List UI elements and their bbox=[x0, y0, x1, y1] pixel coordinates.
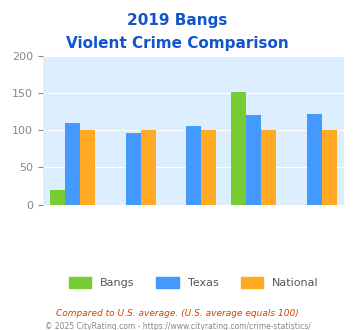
Bar bbox=[246, 115, 261, 205]
Bar bbox=[80, 130, 95, 205]
Bar bbox=[50, 190, 65, 205]
Legend: Bangs, Texas, National: Bangs, Texas, National bbox=[64, 273, 323, 293]
Text: Violent Crime Comparison: Violent Crime Comparison bbox=[66, 36, 289, 51]
Text: © 2025 CityRating.com - https://www.cityrating.com/crime-statistics/: © 2025 CityRating.com - https://www.city… bbox=[45, 322, 310, 330]
Bar bbox=[261, 130, 277, 205]
Text: Compared to U.S. average. (U.S. average equals 100): Compared to U.S. average. (U.S. average … bbox=[56, 309, 299, 317]
Bar bbox=[141, 130, 156, 205]
Text: 2019 Bangs: 2019 Bangs bbox=[127, 13, 228, 28]
Bar bbox=[231, 92, 246, 205]
Bar bbox=[307, 114, 322, 205]
Bar bbox=[186, 126, 201, 205]
Bar bbox=[201, 130, 216, 205]
Bar bbox=[322, 130, 337, 205]
Bar bbox=[126, 133, 141, 205]
Bar bbox=[65, 123, 80, 205]
